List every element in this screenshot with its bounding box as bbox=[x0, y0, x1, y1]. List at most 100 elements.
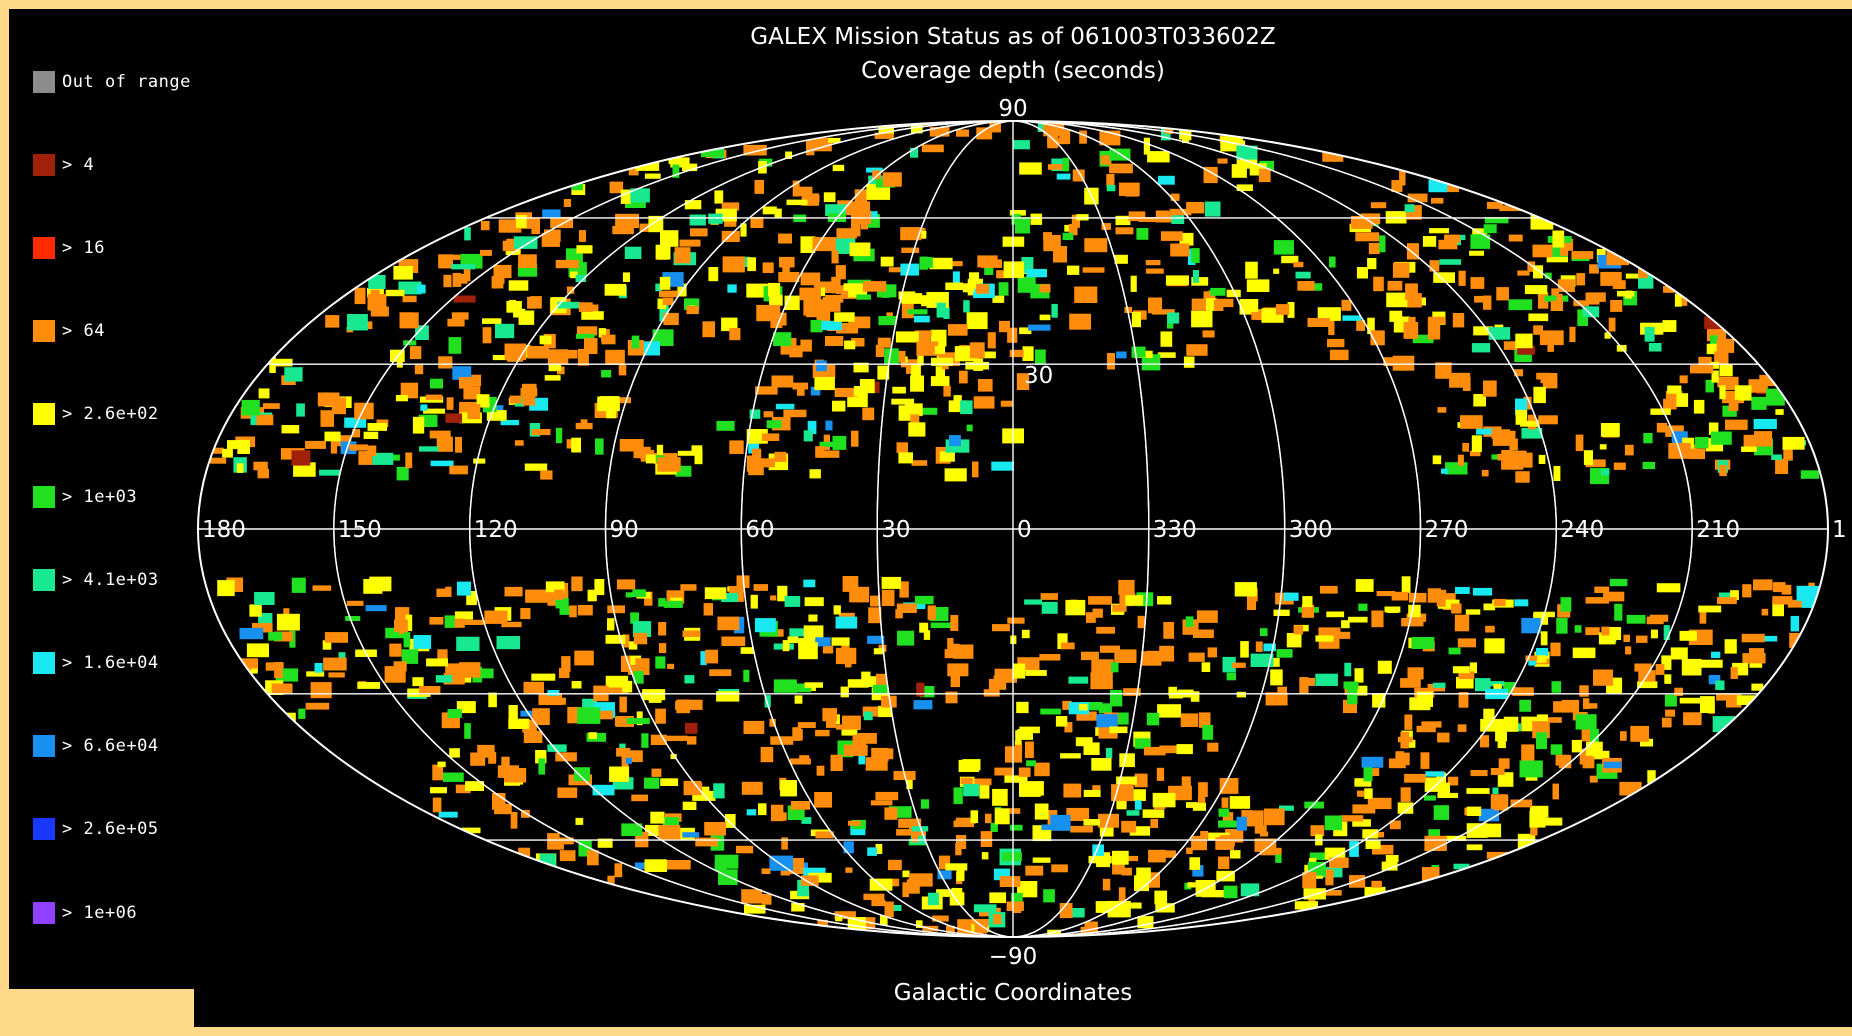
coverage-patch bbox=[403, 340, 417, 346]
coverage-patch bbox=[1551, 288, 1559, 303]
coverage-patch bbox=[1679, 630, 1697, 641]
coverage-patch bbox=[1485, 625, 1495, 633]
coverage-patch bbox=[682, 630, 701, 637]
coverage-patch bbox=[1796, 585, 1820, 601]
coverage-patch bbox=[1466, 788, 1490, 794]
coverage-patch bbox=[973, 396, 995, 409]
coverage-patch bbox=[1246, 595, 1256, 610]
coverage-patch bbox=[1236, 184, 1253, 191]
coverage-patch bbox=[1064, 722, 1073, 733]
coverage-patch bbox=[918, 331, 931, 344]
coverage-patch bbox=[412, 677, 424, 687]
coverage-patch bbox=[836, 323, 859, 334]
coverage-patch bbox=[1751, 396, 1767, 410]
coverage-patch bbox=[608, 687, 629, 694]
coverage-patch bbox=[1663, 286, 1676, 293]
coverage-patch bbox=[595, 438, 604, 455]
coverage-patch bbox=[502, 240, 517, 251]
coverage-patch bbox=[901, 293, 923, 304]
coverage-patch bbox=[1259, 160, 1275, 171]
coverage-patch bbox=[1391, 180, 1403, 193]
coverage-patch bbox=[815, 637, 831, 647]
coverage-patch bbox=[263, 403, 280, 409]
coverage-patch bbox=[1476, 428, 1493, 435]
coverage-patch bbox=[1593, 669, 1614, 686]
coverage-patch bbox=[1491, 429, 1510, 439]
coverage-patch bbox=[975, 918, 998, 926]
coverage-patch bbox=[1473, 394, 1486, 407]
coverage-patch bbox=[1501, 461, 1524, 470]
coverage-patch bbox=[709, 669, 732, 677]
coverage-patch bbox=[1092, 785, 1101, 794]
coverage-patch bbox=[1428, 829, 1440, 838]
coverage-patch bbox=[659, 276, 671, 290]
coverage-patch bbox=[1364, 886, 1386, 899]
longitude-labels: 180 150 120 90 60 30 0 330 300 270 240 210 1 bbox=[202, 517, 1847, 543]
coverage-patch bbox=[1519, 699, 1531, 712]
coverage-patch bbox=[831, 637, 850, 646]
coverage-patch bbox=[1462, 443, 1470, 452]
coverage-patch bbox=[884, 807, 898, 820]
coverage-patch bbox=[755, 386, 778, 395]
coverage-patch bbox=[1699, 611, 1707, 624]
coverage-patch bbox=[1527, 261, 1536, 272]
coverage-patch bbox=[884, 901, 894, 918]
coverage-patch bbox=[1503, 682, 1516, 693]
coverage-patch bbox=[1547, 336, 1554, 352]
legend-swatch bbox=[33, 735, 55, 757]
coverage-patch bbox=[943, 385, 951, 397]
coverage-patch bbox=[1121, 820, 1137, 833]
coverage-patch bbox=[1705, 379, 1714, 393]
legend-item-64: > 64 bbox=[33, 320, 105, 342]
coverage-patch bbox=[1585, 703, 1598, 709]
coverage-patch bbox=[1092, 844, 1104, 861]
coverage-patch bbox=[1466, 823, 1488, 838]
coverage-patch bbox=[545, 581, 565, 593]
coverage-patch bbox=[813, 281, 838, 288]
legend-label: > 1e+03 bbox=[62, 487, 138, 507]
coverage-patch bbox=[853, 386, 868, 397]
coverage-patch bbox=[900, 263, 920, 276]
coverage-patch bbox=[538, 758, 546, 775]
coverage-patch bbox=[754, 179, 764, 194]
coverage-patch bbox=[663, 312, 679, 326]
coverage-patch bbox=[663, 600, 683, 608]
coverage-patch bbox=[518, 254, 537, 268]
coverage-patch bbox=[605, 634, 626, 644]
coverage-patch bbox=[1356, 320, 1366, 331]
coverage-patch bbox=[1715, 680, 1725, 690]
coverage-patch bbox=[1016, 373, 1030, 390]
coverage-patch bbox=[1425, 771, 1445, 777]
coverage-patch bbox=[704, 587, 727, 600]
coverage-patch bbox=[236, 463, 244, 473]
coverage-patch bbox=[258, 613, 273, 624]
coverage-patch bbox=[551, 697, 566, 705]
coverage-patch bbox=[983, 689, 1000, 697]
coverage-patch bbox=[1215, 298, 1234, 308]
coverage-patch bbox=[1051, 303, 1058, 318]
coverage-patch bbox=[917, 354, 924, 366]
coverage-patch bbox=[916, 682, 925, 697]
coverage-patch bbox=[1589, 264, 1599, 274]
coverage-patch bbox=[1650, 629, 1658, 639]
coverage-patch bbox=[389, 643, 402, 657]
coverage-patch bbox=[314, 663, 323, 673]
coverage-patch bbox=[1275, 304, 1290, 315]
coverage-patch bbox=[790, 801, 811, 810]
coverage-patch bbox=[631, 335, 640, 349]
coverage-patch bbox=[702, 321, 715, 338]
legend-label: > 4.1e+03 bbox=[62, 570, 159, 590]
coverage-patch bbox=[451, 312, 469, 320]
coverage-patch bbox=[1263, 808, 1285, 826]
coverage-patch bbox=[1495, 730, 1507, 742]
coverage-patch bbox=[1304, 801, 1324, 809]
legend-label: > 2.6e+02 bbox=[62, 404, 159, 424]
coverage-patch bbox=[794, 729, 803, 741]
coverage-patch bbox=[1186, 344, 1208, 356]
coverage-patch bbox=[1722, 405, 1737, 417]
coverage-patch bbox=[352, 429, 361, 438]
coverage-patch bbox=[1524, 285, 1548, 295]
coverage-patch bbox=[790, 758, 811, 765]
coverage-patch bbox=[510, 811, 518, 829]
coverage-patch bbox=[466, 591, 477, 606]
